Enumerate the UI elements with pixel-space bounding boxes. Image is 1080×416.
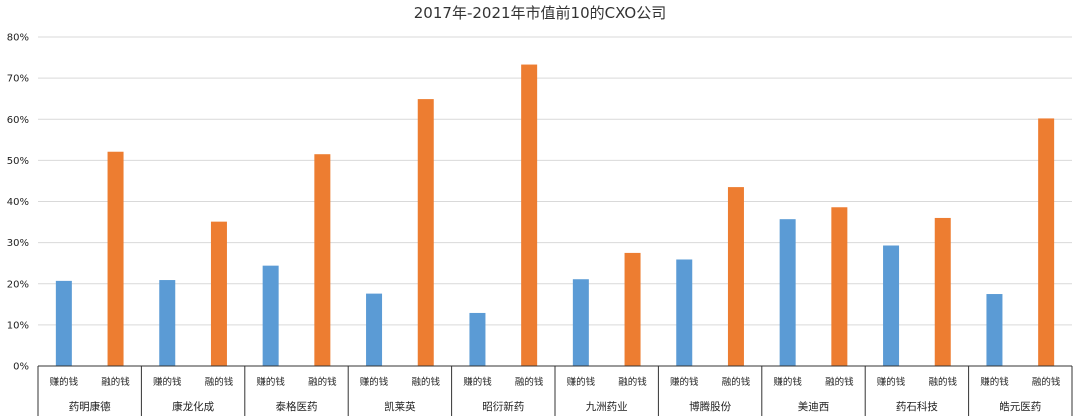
bar — [262, 265, 279, 366]
x-group-label: 凯莱英 — [384, 400, 416, 413]
x-subcategory-label: 融的钱 — [928, 376, 957, 388]
bar — [159, 280, 176, 366]
bar — [934, 217, 951, 366]
bar — [107, 151, 124, 366]
bar — [417, 99, 434, 366]
chart-title: 2017年-2021年市值前10的CXO公司 — [414, 4, 666, 22]
x-group-label: 九洲药业 — [586, 401, 628, 413]
bar — [676, 259, 693, 366]
x-group-label: 昭衍新药 — [482, 400, 524, 413]
x-subcategory-label: 融的钱 — [205, 376, 234, 388]
bar — [521, 64, 538, 367]
x-group-label: 美迪西 — [798, 400, 830, 413]
x-subcategory-label: 赚的钱 — [153, 376, 182, 388]
y-tick-label: 30% — [7, 238, 29, 249]
y-tick-label: 10% — [7, 320, 29, 331]
bar — [727, 187, 744, 366]
x-subcategory-label: 赚的钱 — [980, 376, 1009, 388]
x-subcategory-label: 融的钱 — [308, 376, 337, 388]
x-group-label: 药石科技 — [896, 400, 938, 413]
bar — [314, 154, 331, 366]
bar — [55, 280, 72, 366]
bar — [831, 207, 848, 366]
y-axis: 0% 10% 20% 30% 40% 50% 60% 70% 80% — [7, 33, 29, 373]
bar — [366, 293, 383, 366]
x-group-label: 博腾股份 — [689, 400, 731, 413]
y-tick-label: 60% — [7, 115, 29, 126]
x-group-label: 皓元医药 — [999, 401, 1041, 413]
x-subcategory-label: 融的钱 — [1032, 376, 1061, 388]
x-subcategory-label: 赚的钱 — [567, 376, 596, 388]
y-tick-label: 80% — [7, 33, 29, 44]
bar — [779, 219, 796, 366]
x-subcategory-label: 融的钱 — [722, 376, 751, 388]
x-group-label: 康龙化成 — [172, 400, 214, 413]
x-subcategory-label: 融的钱 — [411, 376, 440, 388]
x-group-label: 泰格医药 — [276, 400, 318, 413]
x-subcategory-label: 融的钱 — [515, 376, 544, 388]
bar — [1038, 118, 1055, 367]
bar — [469, 312, 486, 366]
gridlines — [38, 36, 1072, 326]
x-subcategory-label: 赚的钱 — [463, 376, 492, 388]
x-subcategory-label: 赚的钱 — [670, 376, 699, 388]
y-tick-label: 0% — [13, 362, 29, 373]
x-subcategory-label: 赚的钱 — [773, 376, 802, 388]
bars — [55, 64, 1055, 367]
bar — [210, 221, 227, 366]
y-tick-label: 50% — [7, 156, 29, 167]
x-subcategory-label: 融的钱 — [825, 376, 854, 388]
y-tick-label: 20% — [7, 279, 29, 290]
bar — [883, 245, 900, 366]
x-subcategory-label: 赚的钱 — [877, 376, 906, 388]
x-subcategory-label: 融的钱 — [101, 376, 130, 388]
x-subcategory-label: 融的钱 — [618, 376, 647, 388]
bar — [986, 294, 1003, 366]
bar — [572, 279, 589, 366]
y-tick-label: 40% — [7, 197, 29, 208]
x-subcategory-label: 赚的钱 — [50, 376, 79, 388]
y-tick-label: 70% — [7, 74, 29, 85]
x-subcategory-label: 赚的钱 — [256, 376, 285, 388]
x-subcategory-label: 赚的钱 — [360, 376, 389, 388]
x-group-label: 药明康德 — [69, 400, 111, 413]
bar — [624, 252, 641, 366]
